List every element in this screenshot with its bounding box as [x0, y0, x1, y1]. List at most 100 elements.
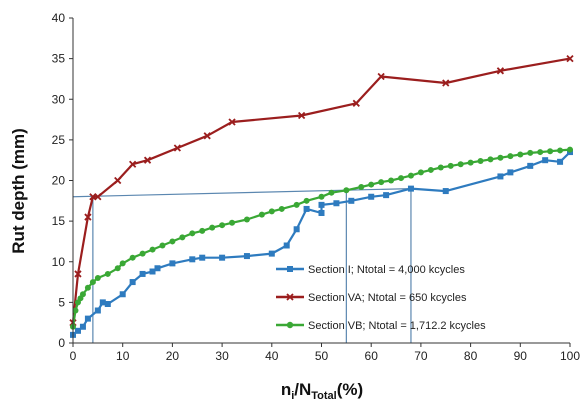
legend-marker-section-i: [287, 266, 293, 272]
data-point: [159, 243, 165, 249]
data-point: [95, 308, 101, 314]
x-axis-title-n: n: [281, 380, 291, 399]
data-point: [259, 212, 265, 218]
data-point: [438, 165, 444, 171]
x-tick-label: 20: [166, 349, 180, 363]
data-point: [542, 157, 548, 163]
legend-entry-section-vb: Section VB; Ntotal = 1,712.2 kcycles: [276, 320, 486, 332]
data-point: [115, 265, 121, 271]
data-point: [458, 161, 464, 167]
x-tick-label: 90: [514, 349, 528, 363]
series-line: [73, 152, 570, 335]
data-point: [244, 217, 250, 223]
data-point: [537, 149, 543, 155]
x-axis-title-unit: (%): [337, 380, 363, 399]
data-point: [388, 178, 394, 184]
data-point: [348, 198, 354, 204]
data-point: [130, 255, 136, 261]
data-point: [130, 279, 136, 285]
data-point: [120, 260, 126, 266]
data-point: [199, 228, 205, 234]
data-point: [319, 210, 325, 216]
horizontal-reference: [73, 189, 411, 197]
data-point: [90, 279, 96, 285]
data-point: [269, 208, 275, 214]
data-point: [219, 255, 225, 261]
data-point: [557, 159, 563, 165]
data-point: [333, 200, 339, 206]
data-point: [80, 291, 86, 297]
data-point: [408, 173, 414, 179]
y-tick-label: 0: [58, 336, 65, 350]
data-point: [428, 167, 434, 173]
data-point: [418, 169, 424, 175]
data-point: [189, 256, 195, 262]
data-point: [557, 147, 563, 153]
data-point: [294, 202, 300, 208]
data-point: [115, 178, 121, 184]
data-point: [219, 222, 225, 228]
data-point: [487, 156, 493, 162]
data-point: [319, 194, 325, 200]
x-tick-label: 0: [70, 349, 77, 363]
x-axis-title-sub-total: Total: [311, 390, 336, 402]
data-point: [343, 187, 349, 193]
legend-label-section-va: Section VA; Ntotal = 650 kcycles: [308, 292, 467, 304]
x-tick-label: 30: [215, 349, 229, 363]
x-tick-label: 50: [315, 349, 329, 363]
y-tick-label: 15: [52, 214, 66, 228]
data-point: [398, 175, 404, 181]
data-point: [294, 226, 300, 232]
data-point: [507, 153, 513, 159]
data-point: [304, 206, 310, 212]
x-tick-label: 10: [116, 349, 130, 363]
x-axis-title-slash: /N: [294, 380, 311, 399]
data-point: [150, 247, 156, 253]
data-point: [244, 253, 250, 259]
data-point: [378, 179, 384, 185]
x-tick-label: 70: [414, 349, 428, 363]
data-point: [105, 271, 111, 277]
y-tick-label: 5: [58, 295, 65, 309]
data-point: [179, 234, 185, 240]
x-tick-label: 80: [464, 349, 478, 363]
y-tick-label: 40: [52, 11, 66, 25]
data-point: [443, 188, 449, 194]
data-point: [468, 160, 474, 166]
legend-marker-section-vb: [287, 322, 293, 328]
y-tick-label: 10: [52, 255, 66, 269]
data-point: [80, 324, 86, 330]
data-point: [567, 147, 573, 153]
y-tick-label: 20: [52, 174, 66, 188]
data-point: [140, 271, 146, 277]
data-point: [383, 192, 389, 198]
data-point: [269, 251, 275, 257]
data-point: [408, 186, 414, 192]
data-point: [527, 150, 533, 156]
data-point: [209, 225, 215, 231]
data-point: [328, 190, 334, 196]
data-point: [169, 260, 175, 266]
y-tick-label: 25: [52, 133, 66, 147]
legend-entry-section-i: Section I; Ntotal = 4,000 kcycles: [276, 264, 465, 276]
data-point: [154, 265, 160, 271]
data-point: [169, 238, 175, 244]
data-point: [189, 230, 195, 236]
data-point: [497, 173, 503, 179]
data-point: [368, 194, 374, 200]
x-tick-label: 100: [560, 349, 580, 363]
x-axis-title: ni/NTotal(%): [281, 380, 363, 402]
data-point: [358, 184, 364, 190]
data-point: [319, 202, 325, 208]
data-point: [547, 148, 553, 154]
data-point: [527, 163, 533, 169]
legend-entry-section-va: Section VA; Ntotal = 650 kcycles: [276, 292, 467, 304]
y-tick-label: 30: [52, 92, 66, 106]
data-point: [517, 152, 523, 158]
data-point: [120, 291, 126, 297]
data-point: [105, 301, 111, 307]
data-point: [85, 316, 91, 322]
data-point: [497, 155, 503, 161]
legend: Section I; Ntotal = 4,000 kcycles Sectio…: [276, 264, 486, 332]
